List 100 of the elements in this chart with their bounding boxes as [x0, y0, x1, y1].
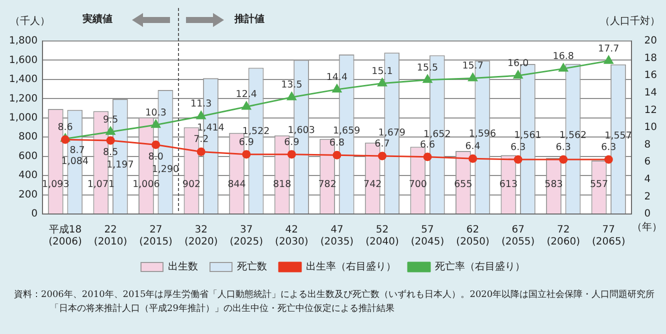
- x-tick-label: 62 (2050): [456, 224, 490, 248]
- point: [196, 147, 206, 156]
- data-label: 9.5: [102, 114, 118, 126]
- data-label: 1,093: [42, 179, 70, 190]
- y2-tick-label: 8: [644, 139, 651, 150]
- data-label: 1,414: [197, 122, 224, 134]
- data-label: 1,290: [152, 164, 180, 176]
- y2-tick-label: 2: [644, 191, 651, 202]
- data-label: 655: [454, 179, 472, 190]
- point: [468, 72, 478, 82]
- data-label: 12.4: [236, 89, 257, 100]
- data-label: 1,071: [87, 179, 115, 190]
- y-tick-label: 1,800: [8, 36, 38, 47]
- point: [514, 155, 522, 164]
- y-tick-label: 1,200: [8, 93, 38, 104]
- data-label: 11.3: [190, 98, 212, 110]
- point: [242, 101, 252, 110]
- x-tick-label: 42 (2030): [275, 224, 308, 248]
- data-label: 902: [182, 179, 201, 190]
- y2-tick-label: 14: [644, 87, 658, 98]
- data-label: 10.3: [145, 107, 166, 118]
- data-label: 1,562: [559, 130, 587, 142]
- y2-tick-label: 12: [644, 104, 658, 116]
- data-label: 6.9: [284, 136, 300, 148]
- legend-label: 出生率（右目盛り）: [306, 260, 396, 273]
- y2-tick-label: 18: [644, 52, 658, 64]
- point: [287, 150, 296, 159]
- y2-tick-label: 16: [644, 70, 658, 82]
- data-label: 557: [590, 179, 608, 190]
- data-label: 1,652: [424, 128, 451, 140]
- point: [558, 63, 568, 72]
- point: [422, 74, 432, 83]
- data-label: 1,561: [514, 130, 542, 142]
- point: [423, 152, 432, 162]
- legend-label: 出生数: [168, 260, 198, 273]
- data-label: 1,197: [106, 160, 134, 171]
- data-label: 1,006: [132, 179, 160, 190]
- y2-axis-title: （人口千対）: [600, 14, 660, 28]
- point: [378, 152, 386, 160]
- data-label: 1,596: [468, 128, 496, 140]
- point: [106, 126, 116, 135]
- y2-tick-label: 4: [644, 174, 651, 185]
- data-label: 8.6: [58, 122, 73, 134]
- data-label: 844: [228, 179, 246, 190]
- data-label: 8.7: [70, 145, 85, 156]
- data-label: 742: [364, 179, 382, 190]
- x-tick-label: 52 (2040): [366, 224, 399, 248]
- x-tick-label: 77 (2065): [592, 224, 626, 248]
- data-label: 6.8: [329, 138, 345, 149]
- x-tick-label: 37 (2025): [230, 224, 264, 248]
- data-label: 1,679: [378, 128, 406, 139]
- point: [604, 155, 613, 164]
- data-label: 15.5: [416, 62, 438, 74]
- x-tick-label: 72 (2060): [546, 224, 580, 248]
- y-tick-label: 1,000: [8, 112, 38, 124]
- data-label: 1,603: [288, 125, 315, 136]
- y-axis-title: （千人）: [10, 14, 50, 28]
- y2-tick-label: 6: [644, 156, 651, 168]
- data-label: 6.4: [465, 141, 480, 152]
- x-tick-label: 57 (2045): [410, 224, 444, 248]
- data-label: 17.7: [598, 43, 620, 54]
- x-tick-label: 22 (2010): [94, 224, 128, 248]
- y-tick-label: 800: [18, 132, 38, 143]
- point: [332, 84, 342, 92]
- data-label: 16.8: [552, 51, 574, 62]
- point: [242, 150, 251, 159]
- point: [468, 154, 478, 163]
- data-label: 1,522: [242, 126, 270, 138]
- data-label: 15.1: [372, 66, 393, 77]
- data-label: 8.5: [102, 146, 118, 158]
- x-tick-label: 平成18 (2006): [48, 224, 82, 248]
- y2-tick-label: 10: [644, 122, 658, 134]
- legend-label: 死亡率（右目盛り）: [435, 260, 525, 273]
- point: [378, 78, 387, 86]
- data-label: 13.5: [281, 80, 302, 91]
- x-tick-label: 47 (2035): [320, 224, 354, 248]
- data-label: 15.7: [462, 60, 484, 72]
- point: [152, 140, 160, 150]
- y2-tick-label: 20: [644, 36, 658, 47]
- point: [106, 136, 115, 145]
- point: [196, 111, 206, 120]
- point: [513, 70, 523, 79]
- data-label: 6.3: [510, 142, 526, 153]
- y-tick-label: 0: [31, 208, 38, 220]
- y-tick-label: 200: [18, 189, 38, 200]
- x-tick-label: 32 (2020): [184, 224, 218, 248]
- point: [604, 56, 614, 64]
- text: 資料：2006年、2010年、2015年は厚生労働省「人口動態統計」による出生数及び死亡数（いずれも日本人）。2020年以降は国立社会保障・人口問題研究所「日本の将来推計人口（平成29年推計）」の出生中位・死亡中位仮定による推計結果: [14, 288, 656, 316]
- data-label: 6.7: [374, 138, 390, 150]
- data-label: 1,659: [332, 125, 360, 136]
- data-label: 6.3: [556, 142, 571, 153]
- data-label: 6.9: [238, 136, 254, 148]
- data-label: 6.3: [601, 142, 616, 153]
- data-label: 8.0: [148, 151, 164, 162]
- x-axis-title: （年）: [632, 221, 662, 234]
- data-label: 818: [272, 179, 292, 190]
- point: [61, 135, 70, 144]
- data-label: 6.6: [420, 139, 436, 150]
- legend-label: 死亡数: [237, 260, 267, 273]
- point: [287, 92, 296, 100]
